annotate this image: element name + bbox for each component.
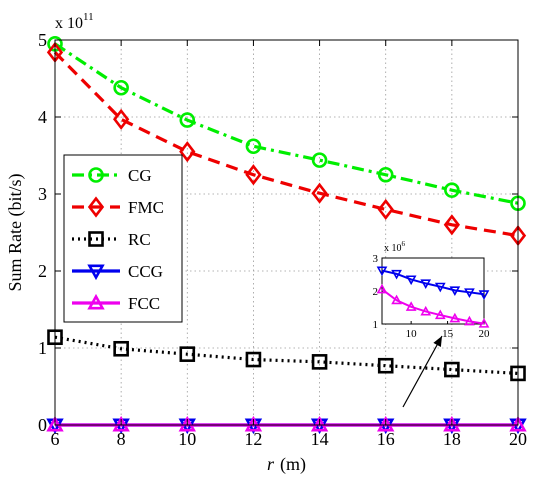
x-tick-label: 6: [51, 429, 60, 449]
data-point-rc: [377, 357, 394, 374]
inset-point-fcc: [391, 294, 402, 305]
inset-point-ccg: [449, 286, 461, 296]
data-point-fmc: [311, 182, 328, 204]
y-multiplier-base: x 10: [55, 15, 83, 32]
inset-y-tick-label: 3: [373, 253, 379, 265]
series-line-cg: [54, 42, 519, 205]
legend-label-fmc: FMC: [128, 198, 164, 217]
inset-point-fcc: [434, 309, 446, 320]
inset-point-fcc: [405, 301, 417, 311]
x-tick-label: 12: [244, 429, 262, 449]
inset-point-fcc: [464, 315, 475, 326]
data-point-cg: [377, 166, 394, 183]
data-point-rc: [245, 351, 262, 368]
legend-marker-rc: [88, 231, 104, 247]
y-tick-label: 5: [38, 30, 47, 50]
inset-point-fcc: [449, 312, 461, 323]
data-point-fcc: [46, 415, 64, 432]
inset-point-ccg: [464, 288, 475, 298]
series-line-rc: [54, 335, 519, 376]
data-point-fcc: [244, 415, 263, 432]
x-tick-label: 18: [443, 429, 461, 449]
data-point-fmc: [113, 108, 130, 130]
inset-point-fcc: [420, 305, 432, 316]
legend-marker-ccg: [87, 264, 105, 281]
inset-multiplier: x 106: [384, 240, 406, 254]
x-axis-variable: r: [267, 454, 275, 474]
legend-label-cg: CG: [128, 166, 152, 185]
arrow-head: [433, 336, 442, 347]
axis-ticks: [54, 39, 519, 426]
inset-multiplier-exp: 6: [402, 240, 406, 248]
data-point-rc: [179, 346, 196, 362]
inset-point-ccg: [376, 266, 388, 277]
inset-point-ccg: [420, 279, 432, 290]
data-point-rc: [113, 340, 129, 357]
data-point-cg: [311, 152, 328, 168]
data-point-fcc: [443, 415, 461, 432]
data-point-rc: [311, 354, 328, 370]
legend-marker-fcc: [87, 293, 105, 310]
data-point-fcc: [509, 415, 527, 432]
data-point-fmc: [179, 141, 196, 163]
inset-x-tick-label: 15: [442, 328, 454, 340]
inset-x-tick-label: 10: [406, 328, 418, 340]
x-tick-label: 8: [117, 429, 126, 449]
y-tick-label: 4: [38, 107, 47, 127]
y-axis-label: Sum Rate (bit/s): [5, 174, 26, 292]
inset-point-fcc: [376, 283, 388, 294]
data-point-cg: [179, 112, 196, 128]
data-point-fcc: [178, 415, 196, 432]
y-multiplier: x 1011: [55, 11, 94, 32]
y-tick-label: 3: [38, 184, 47, 204]
data-point-fcc: [377, 415, 395, 432]
y-tick-label: 0: [38, 415, 47, 435]
y-multiplier-exp: 11: [83, 11, 94, 23]
x-tick-label: 14: [311, 429, 329, 449]
legend-marker-fmc: [87, 196, 105, 218]
inset-point-fcc: [478, 318, 490, 328]
data-point-fmc: [377, 198, 394, 220]
inset-point-ccg: [478, 290, 490, 300]
y-tick-label: 2: [38, 261, 47, 281]
data-point-cg: [113, 79, 129, 96]
legend-label-rc: RC: [128, 230, 151, 249]
inset-x-tick-label: 20: [479, 328, 491, 340]
legend: CG FMC RC CCG FCC: [63, 154, 183, 323]
data-point-cg: [444, 182, 460, 198]
legend-marker-cg: [88, 167, 104, 183]
inset-y-tick-label: 2: [373, 286, 379, 298]
inset-multiplier-base: x 10: [384, 243, 402, 254]
data-point-fmc: [245, 164, 262, 186]
inset-pointer-arrow: [402, 335, 443, 408]
series-line-fmc: [53, 51, 519, 238]
data-point-rc: [444, 361, 460, 378]
x-axis-label: r (m): [267, 454, 306, 475]
x-tick-label: 16: [377, 429, 395, 449]
legend-label-fcc: FCC: [128, 294, 160, 313]
plot-frame: [54, 39, 519, 426]
y-tick-label: 1: [38, 338, 47, 358]
inset-y-tick-label: 1: [373, 319, 379, 331]
x-tick-label: 20: [509, 429, 527, 449]
legend-label-ccg: CCG: [128, 262, 163, 281]
data-point-fmc: [443, 214, 460, 236]
inset-point-ccg: [434, 282, 446, 293]
x-axis-unit: (m): [280, 454, 306, 475]
data-point-fcc: [310, 415, 329, 432]
legend-box: [63, 154, 183, 323]
inset-point-ccg: [391, 269, 402, 280]
x-tick-label: 10: [178, 429, 196, 449]
data-point-fcc: [112, 415, 130, 432]
inset-point-ccg: [405, 275, 417, 286]
arrow-shaft: [402, 335, 443, 408]
data-point-cg: [245, 138, 262, 155]
inset-chart: 10 15 20 1 2 3 x 106: [373, 240, 491, 340]
